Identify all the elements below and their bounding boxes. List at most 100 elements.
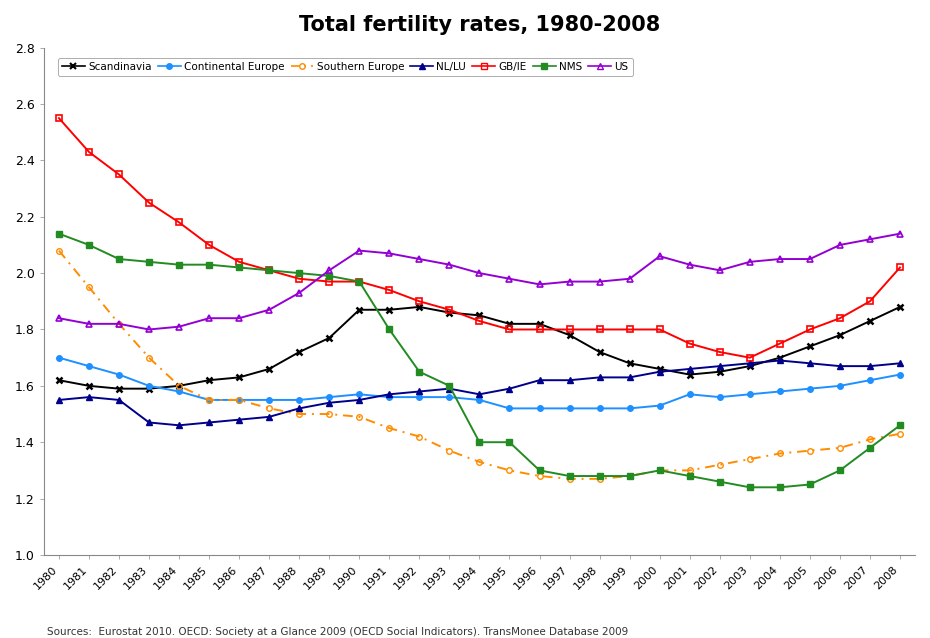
Scandinavia [353,306,365,314]
NMS [534,466,545,474]
GB/IE [744,354,755,362]
NL/LU [834,362,845,370]
Continental Europe [84,362,95,370]
GB/IE [474,317,485,325]
NMS [174,261,185,269]
GB/IE [594,325,605,333]
Text: Sources:  Eurostat 2010. OECD: Society at a Glance 2009 (OECD Social Indicators): Sources: Eurostat 2010. OECD: Society at… [46,627,628,637]
NL/LU [143,419,154,426]
Southern Europe [564,475,575,483]
Southern Europe [834,444,845,452]
NMS [834,466,845,474]
GB/IE [654,325,665,333]
GB/IE [804,325,816,333]
Scandinavia [564,331,575,339]
Line: Southern Europe: Southern Europe [56,248,903,482]
Continental Europe [504,404,515,412]
Continental Europe [143,382,154,390]
NL/LU [895,359,906,367]
NMS [564,472,575,480]
Southern Europe [414,433,425,440]
GB/IE [113,170,125,178]
GB/IE [775,340,786,348]
Scandinavia [775,354,786,362]
NMS [654,466,665,474]
US [444,261,455,269]
NMS [444,382,455,390]
NL/LU [534,376,545,384]
Continental Europe [53,354,64,362]
Continental Europe [324,393,335,401]
Continental Europe [414,393,425,401]
NMS [53,230,64,237]
Scandinavia [263,365,274,373]
Continental Europe [174,388,185,396]
Southern Europe [174,382,185,390]
Line: US: US [56,230,903,333]
Line: Continental Europe: Continental Europe [56,355,903,411]
Continental Europe [233,396,245,404]
NL/LU [564,376,575,384]
Southern Europe [53,247,64,255]
NL/LU [53,396,64,404]
US [654,253,665,260]
NMS [504,438,515,446]
NL/LU [804,359,816,367]
GB/IE [534,325,545,333]
Southern Europe [204,396,215,404]
Southern Europe [895,430,906,438]
GB/IE [263,267,274,274]
NMS [84,241,95,249]
Southern Europe [534,472,545,480]
NL/LU [233,416,245,424]
NL/LU [414,388,425,396]
NMS [263,267,274,274]
Southern Europe [143,354,154,362]
NL/LU [504,385,515,392]
Scandinavia [474,311,485,319]
US [233,315,245,322]
NL/LU [353,396,365,404]
Line: GB/IE: GB/IE [56,115,903,361]
Southern Europe [744,456,755,463]
US [384,249,395,257]
Scandinavia [444,309,455,316]
GB/IE [204,241,215,249]
Scandinavia [53,376,64,384]
Southern Europe [504,466,515,474]
US [864,235,875,243]
NMS [804,480,816,488]
GB/IE [143,199,154,207]
NL/LU [654,368,665,376]
GB/IE [684,340,696,348]
NMS [474,438,485,446]
Line: NL/LU: NL/LU [56,357,903,429]
Continental Europe [294,396,305,404]
US [84,320,95,328]
Scandinavia [864,317,875,325]
GB/IE [624,325,635,333]
US [174,323,185,330]
Continental Europe [384,393,395,401]
Scandinavia [84,382,95,390]
NL/LU [324,399,335,406]
NL/LU [384,390,395,398]
NL/LU [204,419,215,426]
US [263,306,274,314]
Scandinavia [684,371,696,378]
US [804,255,816,263]
Southern Europe [624,472,635,480]
NL/LU [744,359,755,367]
US [353,247,365,255]
US [204,315,215,322]
Scandinavia [654,365,665,373]
Scandinavia [744,362,755,370]
Continental Europe [775,388,786,396]
NMS [233,263,245,271]
GB/IE [564,325,575,333]
Southern Europe [233,396,245,404]
Continental Europe [594,404,605,412]
Scandinavia [174,382,185,390]
Continental Europe [564,404,575,412]
NMS [324,272,335,280]
